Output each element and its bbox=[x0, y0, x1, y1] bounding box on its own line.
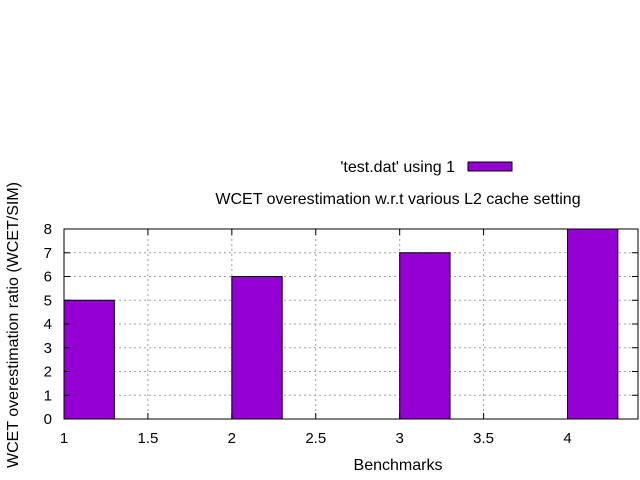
bar bbox=[399, 252, 451, 420]
y-tick-label: 5 bbox=[44, 292, 52, 309]
x-tick-label: 1 bbox=[60, 430, 68, 447]
legend-swatch bbox=[467, 161, 513, 172]
y-tick-label: 0 bbox=[44, 411, 52, 428]
y-axis-label: WCET overestimation ratio (WCET/SIM) bbox=[5, 182, 22, 468]
y-tick-label: 3 bbox=[44, 340, 52, 357]
y-tick-label: 4 bbox=[44, 316, 52, 333]
y-tick-label: 2 bbox=[44, 364, 52, 381]
x-tick-label: 4 bbox=[563, 430, 571, 447]
chart-title: WCET overestimation w.r.t various L2 cac… bbox=[215, 191, 580, 208]
x-axis-label: Benchmarks bbox=[354, 457, 443, 474]
y-tick-label: 6 bbox=[44, 269, 52, 286]
bar bbox=[231, 276, 283, 420]
legend-label: 'test.dat' using 1 bbox=[340, 159, 455, 176]
y-tick-label: 7 bbox=[44, 245, 52, 262]
x-tick-label: 1.5 bbox=[137, 430, 158, 447]
legend: 'test.dat' using 1 bbox=[340, 159, 513, 176]
x-tick-label: 2.5 bbox=[305, 430, 326, 447]
bar bbox=[63, 299, 115, 420]
bars bbox=[63, 228, 619, 420]
y-tick-label: 8 bbox=[44, 221, 52, 238]
grid bbox=[64, 229, 638, 419]
bar bbox=[567, 228, 619, 420]
y-tick-label: 1 bbox=[44, 387, 52, 404]
x-tick-label: 3 bbox=[396, 430, 404, 447]
x-tick-label: 2 bbox=[228, 430, 236, 447]
x-tick-label: 3.5 bbox=[473, 430, 494, 447]
